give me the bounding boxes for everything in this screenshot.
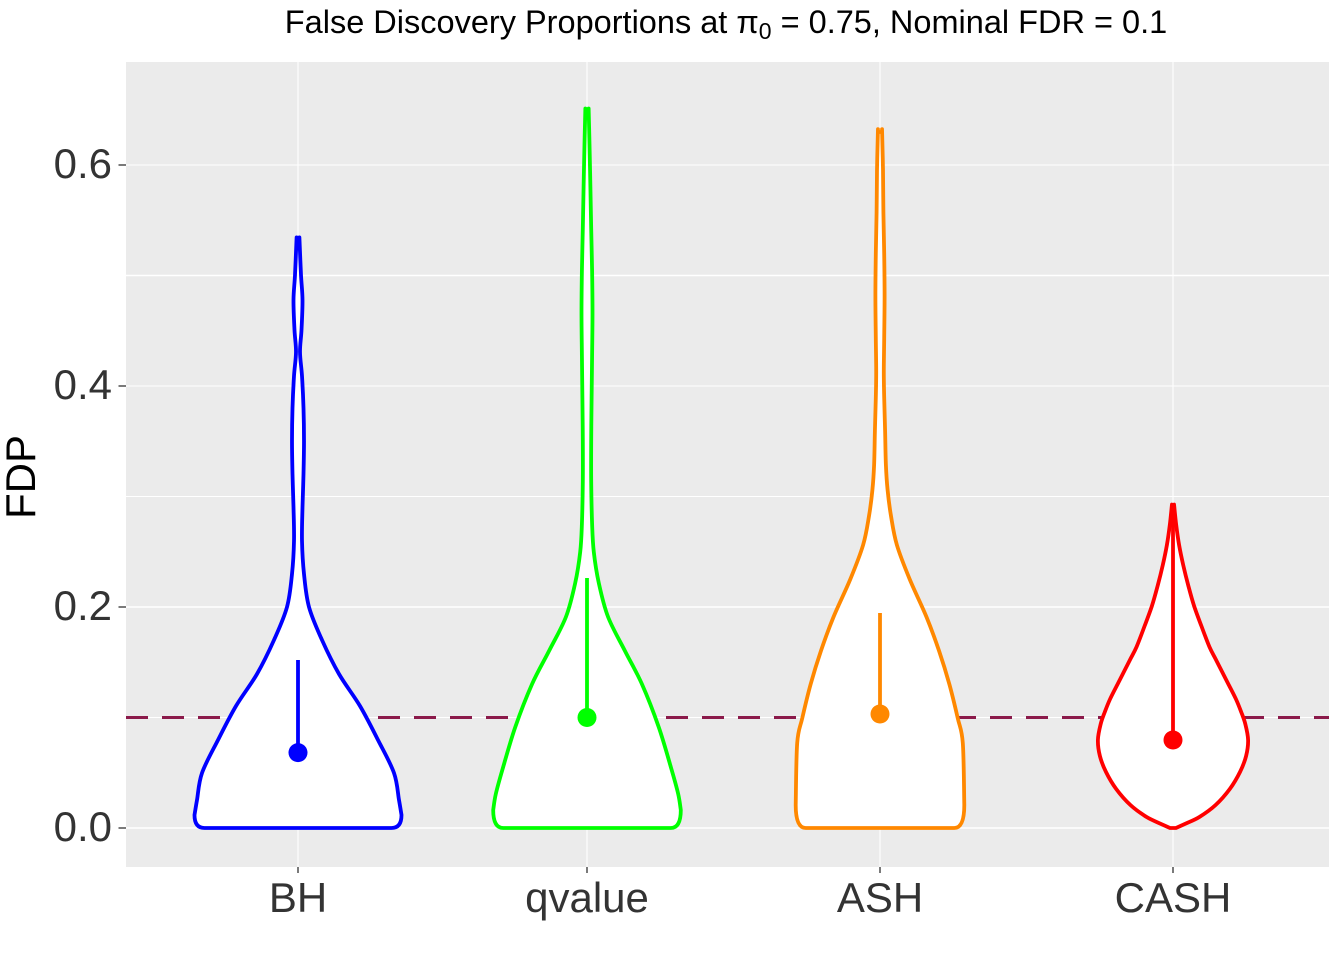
svg-text:0.2: 0.2	[54, 582, 112, 629]
svg-text:ASH: ASH	[837, 874, 923, 921]
svg-text:BH: BH	[269, 874, 327, 921]
svg-text:0.4: 0.4	[54, 361, 112, 408]
svg-text:CASH: CASH	[1115, 874, 1232, 921]
svg-text:qvalue: qvalue	[525, 874, 649, 921]
svg-text:0.6: 0.6	[54, 140, 112, 187]
svg-text:0.0: 0.0	[54, 803, 112, 850]
svg-text:False Discovery Proportions at: False Discovery Proportions at π0 = 0.75…	[285, 4, 1167, 44]
svg-text:FDP: FDP	[0, 435, 44, 519]
